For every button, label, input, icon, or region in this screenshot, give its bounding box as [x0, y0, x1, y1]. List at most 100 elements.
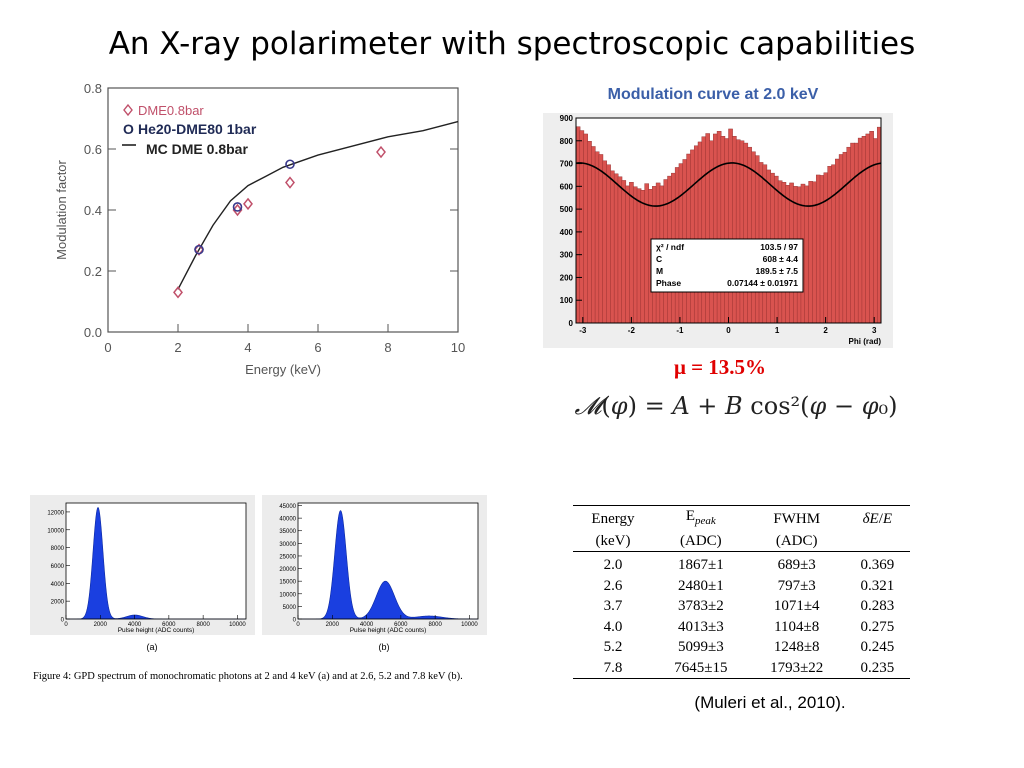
- histogram-bar: [808, 181, 813, 324]
- histogram-bar: [606, 164, 611, 324]
- x-tick-label: 0: [64, 622, 68, 628]
- histogram-bar: [632, 186, 638, 324]
- histogram-bar: [598, 154, 604, 324]
- spectrum-chart-b: 0500010000150002000025000300003500040000…: [262, 495, 487, 652]
- x-tick-label: -3: [579, 326, 587, 335]
- diamond-point: [194, 243, 204, 256]
- y-tick-label: 5000: [283, 605, 297, 611]
- y-tick-label: 35000: [279, 529, 296, 535]
- histogram-bar: [709, 140, 714, 324]
- histogram-bar: [869, 131, 874, 324]
- table-cell: 5.2: [603, 639, 623, 655]
- diamond-point: [376, 145, 386, 159]
- x-tick-label: 4: [244, 340, 251, 355]
- modulation-curve-title: Modulation curve at 2.0 keV: [607, 86, 819, 103]
- histogram-bar: [732, 136, 737, 324]
- diamond-point: [173, 286, 183, 299]
- histogram-bar: [693, 145, 699, 324]
- panel-label: (a): [147, 642, 158, 652]
- x-axis-label: Pulse height (ADC counts): [118, 627, 195, 634]
- histogram-bar: [629, 182, 634, 324]
- circle-point: [194, 244, 204, 255]
- fit-stat-label: M: [656, 266, 663, 276]
- x-tick-label: 0: [726, 326, 731, 335]
- y-tick-label: 30000: [279, 542, 296, 548]
- x-tick-label: 6000: [394, 622, 408, 628]
- table-cell: 0.275: [860, 618, 895, 635]
- plot-frame: [297, 502, 479, 620]
- x-tick-label: 2000: [94, 622, 108, 628]
- histogram-bar: [838, 154, 844, 324]
- fit-stats-box: [650, 238, 804, 293]
- y-tick-label: 4000: [51, 582, 65, 588]
- x-tick-label: 6: [314, 340, 321, 355]
- table-row: 2.6 2480±1 797±3 0.321: [573, 576, 910, 597]
- diamond-point: [285, 176, 295, 189]
- y-tick-label: 0: [569, 319, 574, 328]
- modulation-formula: 𝓜(φ) = A + B cos²(φ − φ₀): [574, 392, 898, 420]
- y-tick-label: 300: [560, 251, 574, 260]
- y-tick-label: 10000: [47, 528, 64, 534]
- x-axis-label: Pulse height (ADC counts): [350, 627, 427, 634]
- histogram-bar: [819, 175, 825, 324]
- table-cell: 0.321: [860, 577, 895, 594]
- fit-stat-value: 103.5 / 97: [760, 242, 798, 252]
- modulation-factor-chart: 0.0 0.2 0.4 0.6 0.8 0 2 4 6 8 10 Energy (keV) Modula…: [54, 81, 465, 377]
- x-tick-label: 8: [384, 340, 391, 355]
- histogram-bar: [713, 133, 718, 324]
- y-tick-label: 0.4: [84, 203, 102, 218]
- y-tick-label: 500: [560, 205, 574, 214]
- x-tick-label: 10: [451, 340, 465, 355]
- table-cell: 797±3: [777, 577, 816, 594]
- fit-stat-value: 608 ± 4.4: [763, 254, 799, 264]
- table-cell: 1867±1: [677, 557, 724, 573]
- y-tick-label: 12000: [47, 510, 64, 516]
- legend-label: He20-DME80 1bar: [138, 121, 257, 137]
- histogram-bar: [602, 160, 608, 324]
- x-tick-label: 1: [775, 326, 780, 335]
- header-unit-adc: (ADC): [652, 531, 749, 552]
- diamond-point: [232, 203, 243, 217]
- y-tick-label: 600: [560, 182, 574, 191]
- legend-label: MC DME 0.8bar: [146, 141, 248, 157]
- x-tick-label: 3: [872, 326, 877, 335]
- legend-label: DME0.8bar: [138, 103, 204, 118]
- histogram-bar: [857, 137, 863, 324]
- histogram-bar: [823, 172, 829, 324]
- spectrum-chart-a: 0 2000 4000 6000 8000 10000 12000 0 2000 4000 6000…: [30, 495, 255, 652]
- histogram-bar: [621, 180, 627, 324]
- histogram-bar: [835, 158, 840, 324]
- histogram-bar: [705, 133, 710, 324]
- y-tick-label: 0: [293, 618, 297, 624]
- x-tick-label: 0: [296, 622, 300, 628]
- y-tick-label: 200: [560, 273, 574, 282]
- histogram-bar: [743, 142, 749, 324]
- fit-stat-label: χ² / ndf: [656, 242, 684, 252]
- table-row: 7.8 7645±15 1793±22 0.235: [573, 657, 910, 679]
- histogram-bar: [591, 146, 596, 324]
- histogram-bar: [587, 141, 592, 324]
- legend-diamond-marker: [123, 103, 133, 117]
- table-cell: 0.235: [844, 657, 910, 679]
- x-tick-label: 8000: [196, 622, 210, 628]
- histogram-bar: [594, 151, 600, 324]
- modulation-curve-chart: 0 100 200 300 400 500 600 700 800 900 -3 -2 -1 0 1 2 3 Ph…: [543, 113, 893, 348]
- histogram-bar: [724, 138, 730, 324]
- y-tick-label: 15000: [279, 580, 296, 586]
- histogram-bar: [636, 188, 642, 324]
- table-cell: 1248±8: [773, 639, 820, 655]
- histogram-bar: [625, 185, 630, 324]
- histogram-bar: [827, 166, 832, 324]
- y-tick-label: 0.6: [84, 142, 102, 157]
- table-cell: 689±3: [777, 557, 816, 573]
- x-tick-label: 10000: [461, 622, 478, 628]
- x-tick-label: 6000: [162, 622, 176, 628]
- y-tick-label: 45000: [279, 504, 296, 510]
- header-epeak: Epeak: [652, 505, 749, 531]
- table-cell: 1071±4: [773, 598, 820, 614]
- table-cell: 2.6: [603, 577, 623, 594]
- histogram-bar: [579, 130, 585, 324]
- histogram-bar: [815, 174, 821, 324]
- x-axis-label: Phi (rad): [849, 337, 882, 346]
- histogram-bar: [701, 136, 707, 324]
